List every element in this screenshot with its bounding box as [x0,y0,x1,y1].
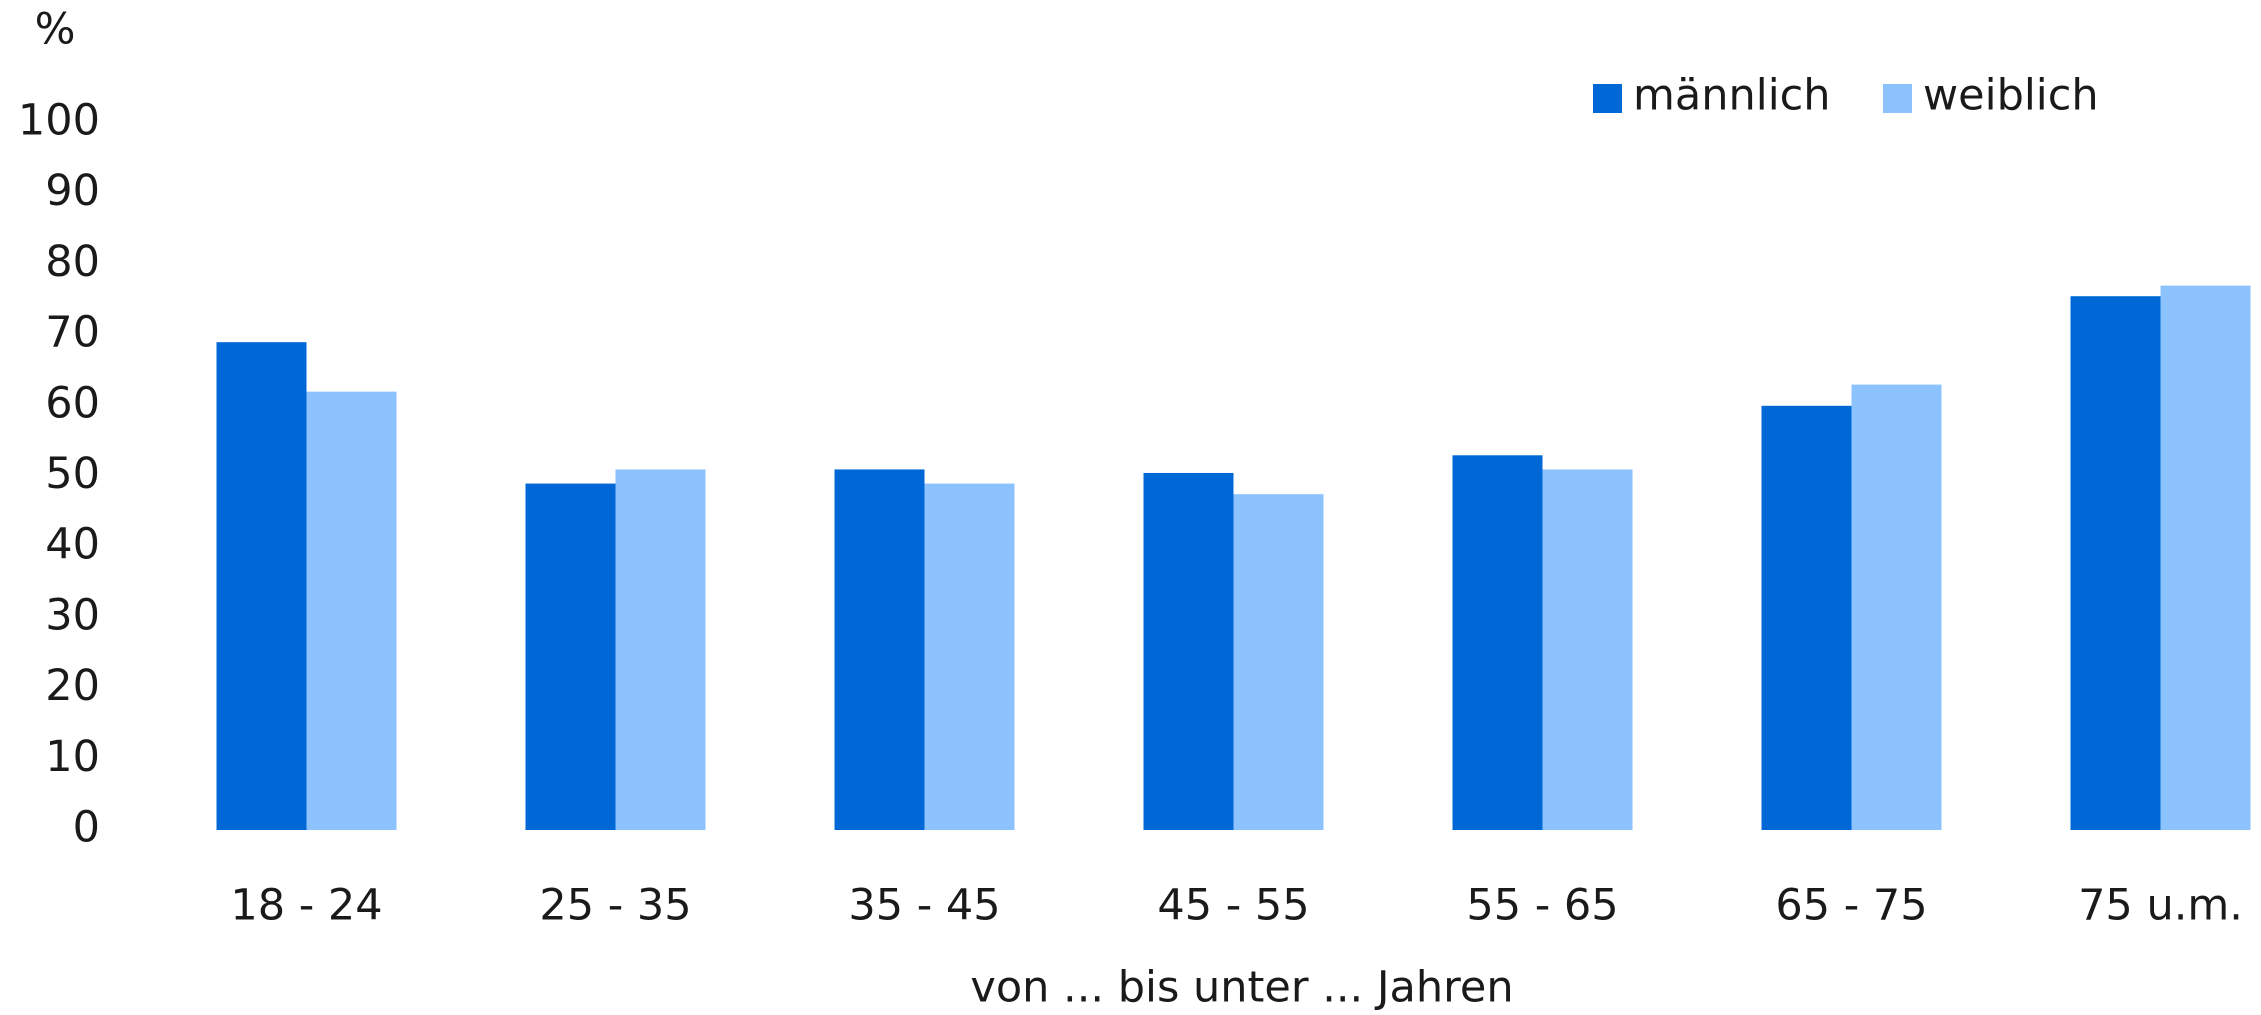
x-tick-label: 35 - 45 [848,881,1000,931]
bar [1233,494,1324,830]
bar [525,483,616,830]
y-tick-label: 10 [45,732,100,782]
x-tick-label: 55 - 65 [1466,881,1618,931]
y-tick-label: 80 [45,237,100,287]
legend-swatch [1593,84,1622,113]
y-tick-label: 20 [45,661,100,711]
y-tick-label: 50 [45,449,100,499]
x-axis-label: von ... bis unter ... Jahren [970,963,1513,1013]
bar [306,391,397,830]
bar [2070,296,2161,831]
bar [216,342,307,830]
bar [1851,384,1942,830]
legend-label: weiblich [1923,71,2099,121]
bar [834,469,925,830]
bar [1761,405,1852,830]
bar [2160,285,2251,830]
y-tick-label: 90 [45,166,100,216]
bar [1452,455,1543,830]
y-tick-label: 70 [45,308,100,358]
x-tick-label: 75 u.m. [2078,881,2243,931]
legend-label: männlich [1633,71,1831,121]
x-tick-label: 65 - 75 [1775,881,1927,931]
x-tick-label: 45 - 55 [1157,881,1309,931]
y-tick-label: 0 [73,803,100,853]
y-unit: % [35,5,76,55]
legend-swatch [1883,84,1912,113]
y-tick-label: 60 [45,378,100,428]
bar [1542,469,1633,830]
bar [924,483,1015,830]
x-tick-label: 25 - 35 [539,881,691,931]
bar [1143,472,1234,830]
x-tick-label: 18 - 24 [230,881,382,931]
y-tick-label: 40 [45,520,100,570]
bar [615,469,706,830]
y-tick-label: 100 [18,96,100,146]
y-tick-label: 30 [45,590,100,640]
